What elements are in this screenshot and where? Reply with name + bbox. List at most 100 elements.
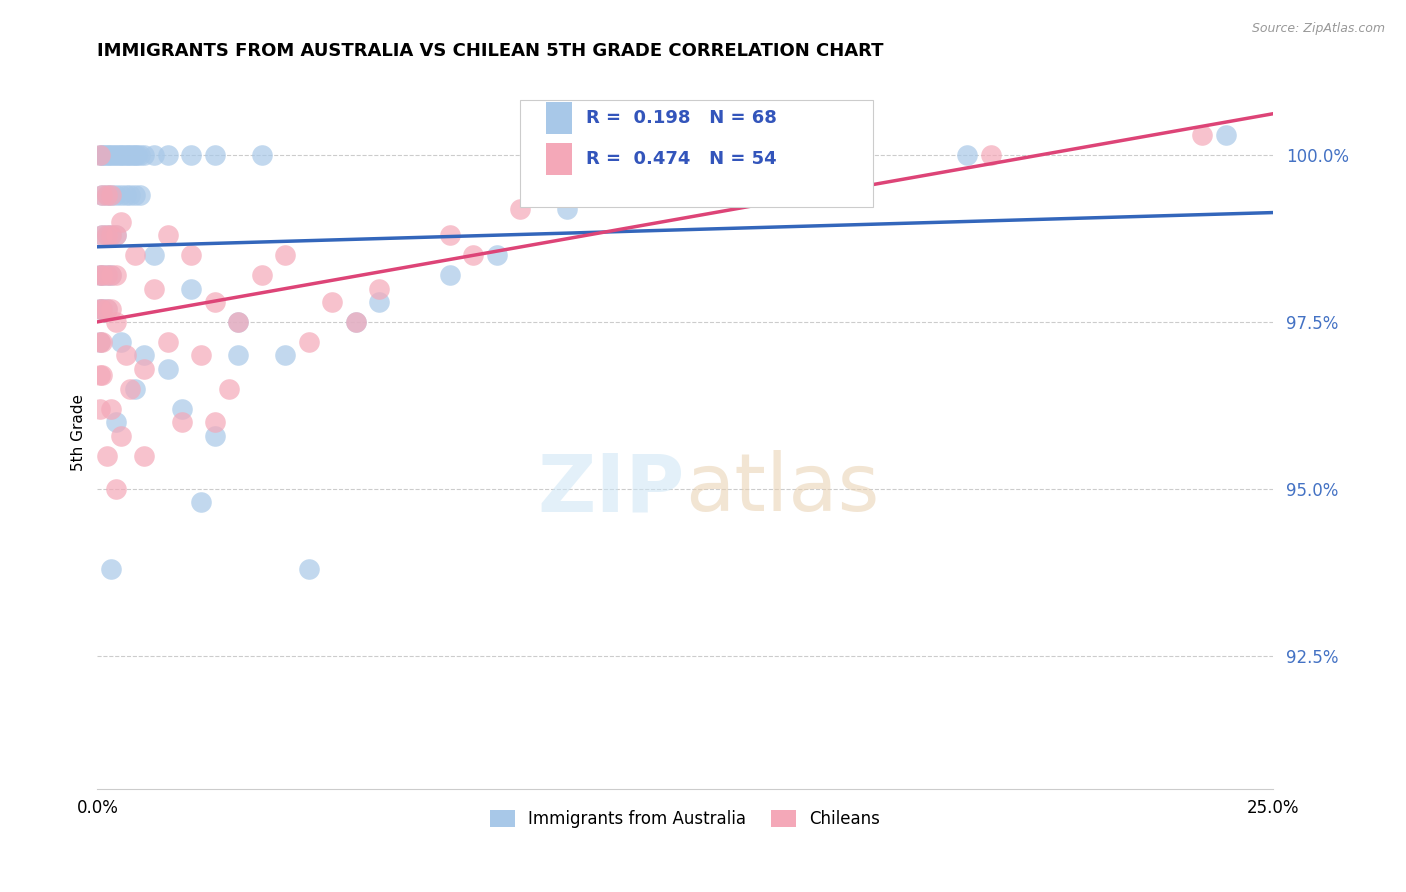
Point xyxy=(170,415,193,429)
Point xyxy=(170,401,193,416)
Point xyxy=(509,202,531,216)
Point xyxy=(105,188,128,202)
Point xyxy=(128,148,150,162)
Point xyxy=(142,282,165,296)
Point xyxy=(89,268,111,283)
Point xyxy=(105,482,128,496)
Point xyxy=(96,148,118,162)
Point xyxy=(156,228,179,243)
Point xyxy=(96,301,118,316)
Point xyxy=(134,361,156,376)
FancyBboxPatch shape xyxy=(547,103,572,135)
Point xyxy=(128,188,150,202)
Point xyxy=(96,449,118,463)
Point xyxy=(105,228,128,243)
Point xyxy=(180,148,202,162)
Point xyxy=(91,228,114,243)
Point xyxy=(96,188,118,202)
Point xyxy=(321,295,343,310)
Point xyxy=(180,248,202,262)
Point xyxy=(96,228,118,243)
Point xyxy=(89,301,111,316)
Point xyxy=(218,382,240,396)
Point xyxy=(96,188,118,202)
Point xyxy=(298,562,321,576)
Point xyxy=(89,335,111,350)
Point xyxy=(93,148,115,162)
Point xyxy=(114,349,136,363)
Point xyxy=(89,268,111,283)
Point xyxy=(190,495,212,509)
Text: R =  0.474   N = 54: R = 0.474 N = 54 xyxy=(586,150,778,168)
Point xyxy=(204,428,226,442)
Point xyxy=(91,301,114,316)
Point xyxy=(439,268,461,283)
Point xyxy=(1191,128,1213,143)
Point xyxy=(127,148,149,162)
FancyBboxPatch shape xyxy=(520,100,873,207)
Point xyxy=(110,148,132,162)
Point xyxy=(100,268,122,283)
Point xyxy=(100,401,122,416)
Point xyxy=(100,228,122,243)
Point xyxy=(89,148,111,162)
Point xyxy=(228,349,250,363)
Point xyxy=(117,148,139,162)
Point xyxy=(98,148,121,162)
Point xyxy=(100,228,122,243)
Point xyxy=(100,188,122,202)
Point xyxy=(697,181,720,195)
Point xyxy=(91,335,114,350)
Point xyxy=(114,148,136,162)
Point xyxy=(124,382,146,396)
Point xyxy=(91,268,114,283)
Point xyxy=(1215,128,1237,143)
Point xyxy=(105,148,128,162)
Point xyxy=(107,148,129,162)
Point xyxy=(124,248,146,262)
Point xyxy=(344,315,367,329)
Point xyxy=(204,148,226,162)
Point xyxy=(110,215,132,229)
Point xyxy=(204,295,226,310)
Point xyxy=(114,188,136,202)
Point xyxy=(96,268,118,283)
Point xyxy=(204,415,226,429)
Point xyxy=(103,148,125,162)
Point xyxy=(156,335,179,350)
Point xyxy=(156,361,179,376)
Point xyxy=(96,228,118,243)
Text: atlas: atlas xyxy=(685,450,879,528)
Point xyxy=(744,161,766,176)
Point xyxy=(142,248,165,262)
Point xyxy=(100,301,122,316)
Point xyxy=(91,368,114,383)
Point xyxy=(100,148,122,162)
Point xyxy=(603,181,626,195)
Point xyxy=(344,315,367,329)
Point xyxy=(96,301,118,316)
Point xyxy=(112,148,135,162)
FancyBboxPatch shape xyxy=(547,143,572,175)
Point xyxy=(368,295,391,310)
Y-axis label: 5th Grade: 5th Grade xyxy=(72,393,86,471)
Point xyxy=(274,248,297,262)
Point xyxy=(105,315,128,329)
Point xyxy=(100,268,122,283)
Point xyxy=(124,148,146,162)
Point xyxy=(89,148,111,162)
Point xyxy=(91,188,114,202)
Point xyxy=(105,415,128,429)
Point xyxy=(134,349,156,363)
Point xyxy=(298,335,321,350)
Point xyxy=(463,248,485,262)
Point xyxy=(274,349,297,363)
Point xyxy=(120,148,142,162)
Text: ZIP: ZIP xyxy=(537,450,685,528)
Point xyxy=(89,401,111,416)
Point xyxy=(91,268,114,283)
Point xyxy=(180,282,202,296)
Point xyxy=(228,315,250,329)
Point xyxy=(956,148,979,162)
Point xyxy=(96,268,118,283)
